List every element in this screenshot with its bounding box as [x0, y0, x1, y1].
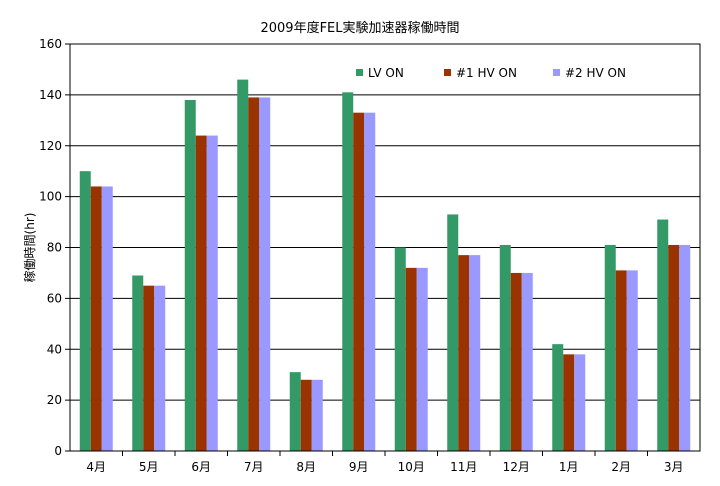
bar-7-1	[458, 255, 470, 451]
y-tick-label-8: 160	[39, 37, 62, 51]
bar-9-2	[574, 354, 586, 451]
y-tick-label-4: 80	[47, 241, 62, 255]
bar-0-2	[101, 186, 113, 451]
grid-lines	[70, 94, 700, 401]
bar-3-2	[259, 97, 271, 451]
y-axis-ticks: 0 20 40 60 80 100 120 140 160	[39, 37, 70, 458]
x-tick-label-10: 2月	[611, 460, 631, 474]
bar-5-0	[342, 92, 354, 452]
legend: LV ON #1 HV ON #2 HV ON	[356, 66, 626, 80]
legend-swatch-0	[356, 69, 363, 76]
bar-0-1	[90, 186, 102, 451]
bars	[79, 79, 691, 452]
bar-3-1	[248, 97, 260, 451]
bar-9-1	[563, 354, 575, 451]
chart-title: 2009年度FEL実験加速器稼働時間	[260, 20, 459, 36]
bar-7-0	[447, 214, 459, 451]
y-tick-label-6: 120	[39, 139, 62, 153]
y-tick-label-3: 60	[47, 291, 62, 305]
plot-area-frame	[69, 43, 701, 452]
x-tick-label-8: 12月	[503, 460, 530, 474]
bar-0-0	[79, 171, 91, 451]
x-tick-label-7: 11月	[450, 460, 477, 474]
legend-swatch-2	[553, 69, 560, 76]
bar-3-0	[237, 79, 249, 452]
legend-swatch-1	[444, 69, 451, 76]
x-axis-ticks: 4月 5月 6月 7月 8月 9月 10月 11月 12月 1月 2月 3月	[86, 451, 684, 474]
x-tick-label-0: 4月	[86, 460, 106, 474]
x-tick-label-11: 3月	[664, 460, 684, 474]
bar-1-1	[143, 285, 155, 451]
legend-label-2: #2 HV ON	[565, 66, 626, 80]
bar-2-2	[206, 135, 218, 451]
bar-8-0	[499, 244, 511, 451]
x-tick-label-1: 5月	[139, 460, 159, 474]
x-tick-label-5: 9月	[349, 460, 369, 474]
bar-11-2	[679, 244, 691, 451]
bar-6-0	[394, 247, 406, 451]
bar-8-2	[521, 272, 533, 451]
bar-6-1	[405, 267, 417, 451]
y-tick-label-7: 140	[39, 88, 62, 102]
bar-7-2	[469, 255, 481, 451]
y-axis-label: 稼働時間(hr)	[22, 213, 37, 283]
bar-8-1	[510, 272, 522, 451]
bar-9-0	[552, 344, 564, 451]
x-tick-label-4: 8月	[296, 460, 316, 474]
bar-4-0	[289, 372, 301, 451]
bar-10-1	[615, 270, 627, 451]
bar-4-2	[311, 379, 323, 451]
bar-10-2	[626, 270, 638, 451]
bar-1-0	[132, 275, 144, 451]
y-tick-label-5: 100	[39, 190, 62, 204]
bar-4-1	[300, 379, 312, 451]
x-tick-label-9: 1月	[559, 460, 579, 474]
legend-label-0: LV ON	[368, 66, 404, 80]
x-tick-label-3: 7月	[244, 460, 264, 474]
legend-label-1: #1 HV ON	[456, 66, 517, 80]
x-tick-label-6: 10月	[398, 460, 425, 474]
bar-1-2	[154, 285, 166, 451]
bar-2-1	[195, 135, 207, 451]
y-tick-label-0: 0	[54, 444, 62, 458]
bar-5-1	[353, 112, 365, 452]
bar-2-0	[184, 99, 196, 452]
bar-10-0	[604, 244, 616, 451]
bar-6-2	[416, 267, 428, 451]
bar-11-0	[657, 219, 669, 451]
y-tick-label-1: 20	[47, 393, 62, 407]
x-tick-label-2: 6月	[191, 460, 211, 474]
bar-11-1	[668, 244, 680, 451]
y-tick-label-2: 40	[47, 342, 62, 356]
bar-5-2	[364, 112, 376, 452]
